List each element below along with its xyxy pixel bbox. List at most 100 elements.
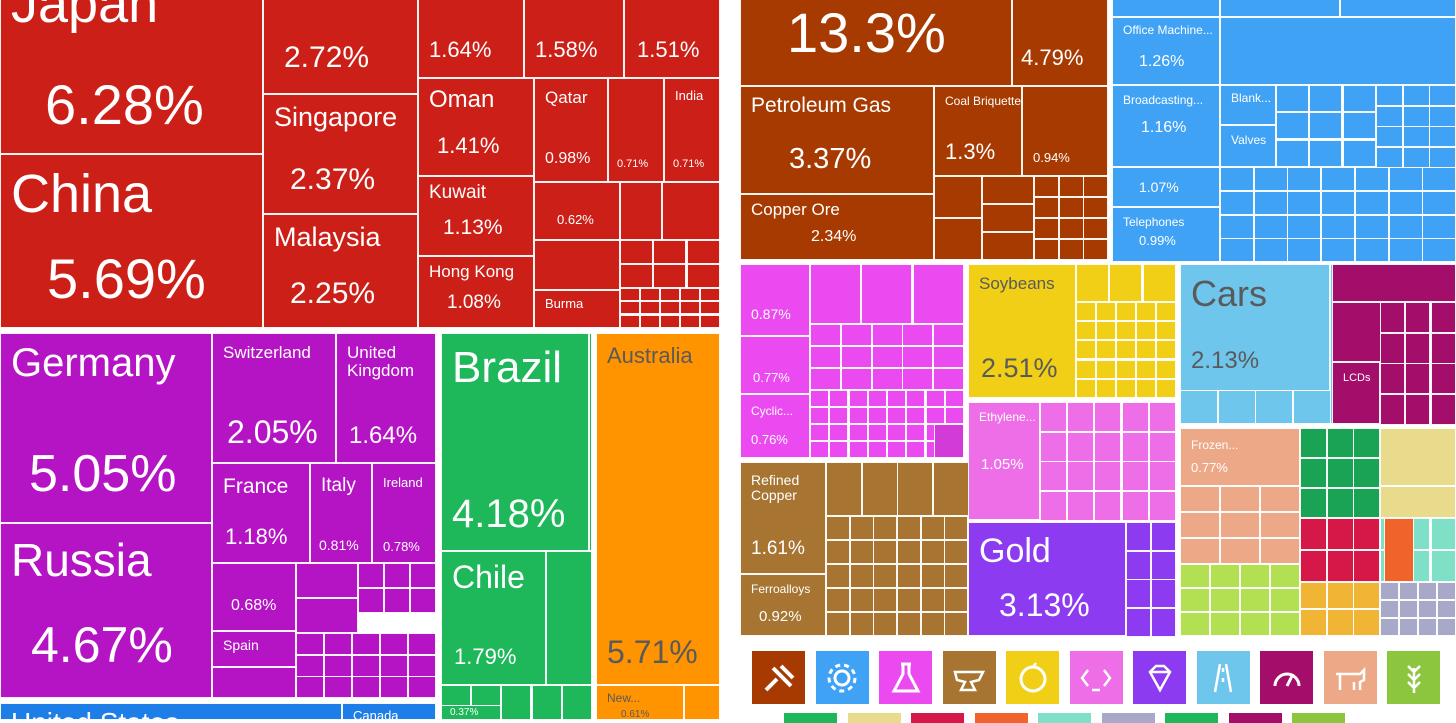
small-tile[interactable] xyxy=(1076,340,1096,359)
small-tile[interactable] xyxy=(1327,428,1354,458)
small-tile[interactable] xyxy=(1327,488,1354,518)
small-tile[interactable] xyxy=(1034,239,1059,260)
small-tile[interactable] xyxy=(408,676,436,698)
tile-switzerland[interactable]: Switzerland 2.05% xyxy=(212,333,336,463)
small-tile[interactable] xyxy=(1353,582,1380,609)
small-tile[interactable] xyxy=(1343,112,1376,139)
small-tile[interactable] xyxy=(1254,167,1288,191)
small-tile[interactable] xyxy=(1380,333,1405,364)
small-tile[interactable] xyxy=(897,540,921,564)
tile-australia[interactable]: Australia 5.71% xyxy=(596,333,720,685)
small-tile[interactable] xyxy=(352,655,380,677)
foodstuffs-icon[interactable] xyxy=(1387,651,1440,704)
small-tile[interactable] xyxy=(934,176,982,218)
small-tile[interactable] xyxy=(1353,550,1380,582)
small-tile[interactable] xyxy=(1380,618,1399,636)
small-tile[interactable] xyxy=(1180,512,1220,538)
small-tile[interactable] xyxy=(1076,360,1096,379)
small-tile[interactable] xyxy=(810,346,841,368)
small-tile[interactable] xyxy=(826,564,850,588)
small-tile[interactable] xyxy=(1309,140,1342,167)
small-tile[interactable] xyxy=(1180,564,1210,588)
tile-value-0-37[interactable]: 0.37% xyxy=(441,705,501,720)
treemap-tile[interactable] xyxy=(1220,17,1456,85)
small-tile[interactable] xyxy=(933,346,964,368)
small-tile[interactable] xyxy=(1429,85,1456,106)
small-tile[interactable] xyxy=(1418,582,1437,600)
tile-blank[interactable]: Blank... xyxy=(1220,85,1276,125)
tile-russia[interactable]: Russia 4.67% xyxy=(0,523,212,698)
small-tile[interactable] xyxy=(1126,551,1151,580)
tile-value-1-64[interactable]: 1.64% xyxy=(418,0,524,78)
small-tile[interactable] xyxy=(1059,218,1084,239)
small-tile[interactable] xyxy=(1429,106,1456,127)
tile-value-0-87[interactable]: 0.87% xyxy=(740,264,810,336)
tile-value-1-51[interactable]: 1.51% xyxy=(624,0,720,78)
small-tile[interactable] xyxy=(982,232,1034,260)
small-tile[interactable] xyxy=(1094,402,1121,432)
small-tile[interactable] xyxy=(1149,461,1176,491)
small-tile[interactable] xyxy=(1076,264,1109,302)
tile-burma[interactable]: Burma xyxy=(534,290,620,328)
small-tile[interactable] xyxy=(1405,333,1430,364)
small-tile[interactable] xyxy=(982,176,1034,204)
small-tile[interactable] xyxy=(1034,197,1059,218)
treemap-tile[interactable] xyxy=(662,182,720,240)
tile-broadcasting[interactable]: Broadcasting... 1.16% xyxy=(1112,85,1220,167)
small-tile[interactable] xyxy=(862,462,898,516)
small-tile[interactable] xyxy=(1300,428,1327,458)
small-tile[interactable] xyxy=(1126,522,1151,551)
small-tile[interactable] xyxy=(850,612,874,636)
treemap-tile[interactable] xyxy=(1380,428,1456,486)
small-tile[interactable] xyxy=(1355,238,1389,262)
category-icon-button[interactable] xyxy=(1165,713,1218,723)
small-tile[interactable] xyxy=(1293,390,1331,424)
category-icon-button[interactable] xyxy=(1101,713,1155,723)
tile-united-kingdom[interactable]: United Kingdom 1.64% xyxy=(336,333,436,463)
small-tile[interactable] xyxy=(1059,239,1084,260)
small-tile[interactable] xyxy=(532,685,562,720)
small-tile[interactable] xyxy=(408,655,436,677)
small-tile[interactable] xyxy=(1276,85,1309,112)
small-tile[interactable] xyxy=(829,441,848,458)
small-tile[interactable] xyxy=(1096,302,1116,321)
small-tile[interactable] xyxy=(410,563,436,588)
small-tile[interactable] xyxy=(945,407,964,424)
small-tile[interactable] xyxy=(887,424,906,441)
small-tile[interactable] xyxy=(1399,618,1418,636)
small-tile[interactable] xyxy=(1300,458,1327,488)
small-tile[interactable] xyxy=(1180,588,1210,612)
small-tile[interactable] xyxy=(1094,432,1121,462)
small-tile[interactable] xyxy=(1220,486,1260,512)
small-tile[interactable] xyxy=(1040,491,1067,521)
category-icon-button[interactable] xyxy=(911,713,964,723)
small-tile[interactable] xyxy=(1389,238,1423,262)
small-tile[interactable] xyxy=(850,564,874,588)
small-tile[interactable] xyxy=(653,264,686,288)
small-tile[interactable] xyxy=(1136,340,1156,359)
tile-frozen[interactable]: Frozen... 0.77% xyxy=(1180,428,1300,486)
small-tile[interactable] xyxy=(1240,612,1270,636)
small-tile[interactable] xyxy=(1270,564,1300,588)
small-tile[interactable] xyxy=(1327,518,1354,550)
small-tile[interactable] xyxy=(921,588,945,612)
small-tile[interactable] xyxy=(1389,167,1423,191)
small-tile[interactable] xyxy=(1422,191,1456,215)
small-tile[interactable] xyxy=(826,462,862,516)
small-tile[interactable] xyxy=(861,264,912,324)
small-tile[interactable] xyxy=(1300,582,1327,609)
small-tile[interactable] xyxy=(1429,126,1456,147)
small-tile[interactable] xyxy=(944,540,968,564)
small-tile[interactable] xyxy=(410,588,436,613)
tile-value-0-62[interactable]: 0.62% xyxy=(534,182,620,240)
small-tile[interactable] xyxy=(873,540,897,564)
tile-japan[interactable]: Japan 6.28% xyxy=(0,0,263,154)
small-tile[interactable] xyxy=(1240,588,1270,612)
small-tile[interactable] xyxy=(1437,600,1456,618)
small-tile[interactable] xyxy=(620,264,653,288)
small-tile[interactable] xyxy=(1220,191,1254,215)
small-tile[interactable] xyxy=(873,516,897,540)
small-tile[interactable] xyxy=(1431,394,1456,425)
treemap-tile[interactable] xyxy=(1332,264,1456,302)
small-tile[interactable] xyxy=(868,441,887,458)
